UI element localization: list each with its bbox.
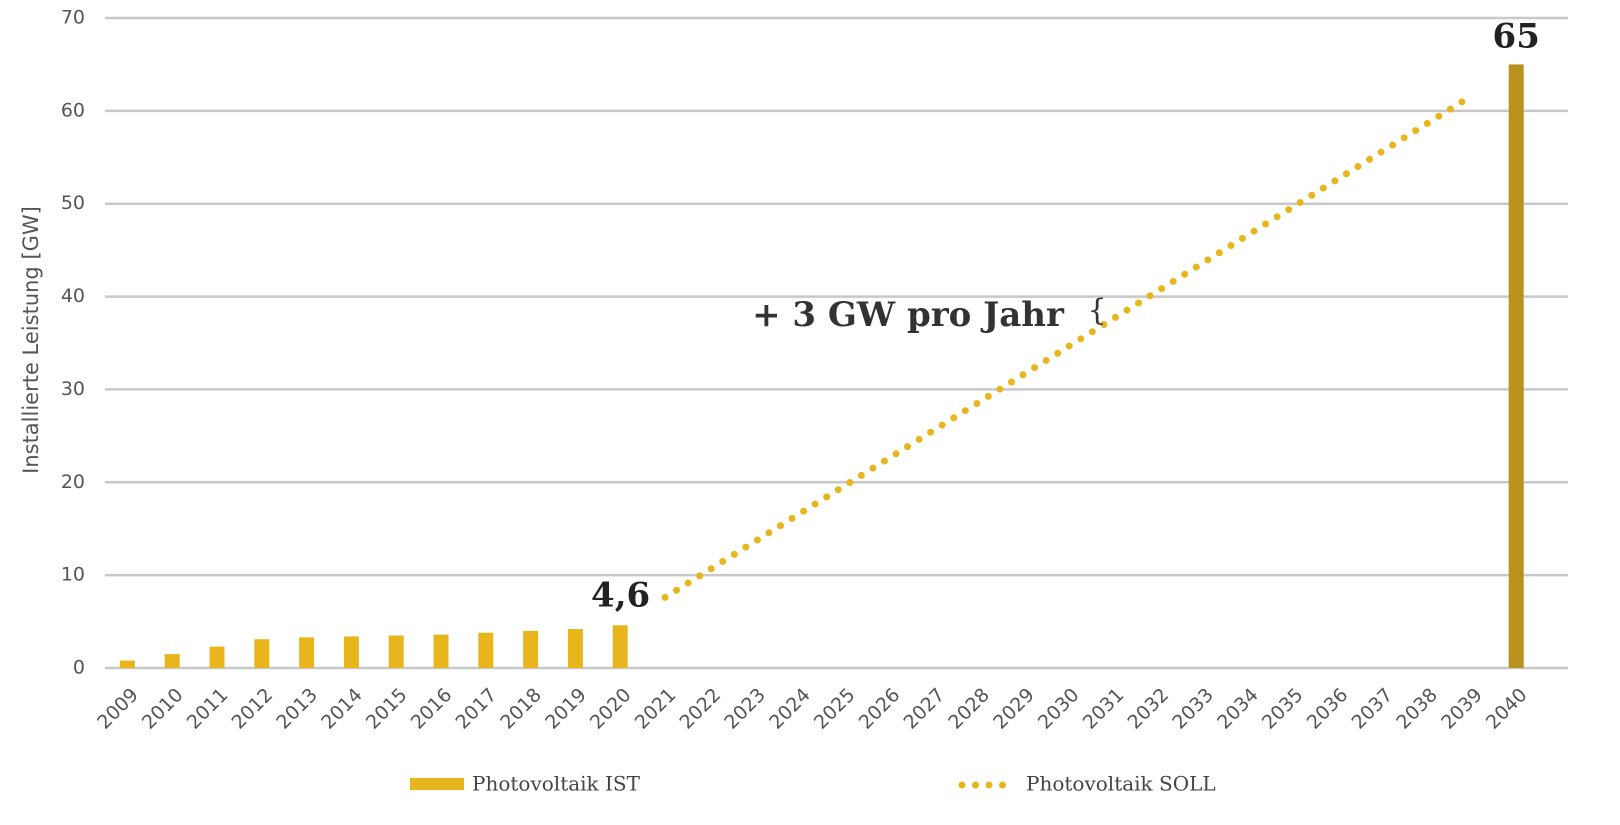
x-tick-label: 2019 — [541, 684, 591, 734]
y-tick-label: 0 — [73, 657, 85, 679]
x-tick-label: 2014 — [317, 684, 367, 734]
x-tick-label: 2013 — [272, 684, 322, 734]
bar — [119, 660, 135, 668]
x-tick-label: 2039 — [1437, 684, 1487, 734]
x-tick-label: 2025 — [810, 684, 860, 734]
x-tick-label: 2022 — [675, 684, 725, 734]
data-label: 4,6 — [591, 575, 650, 615]
x-tick-label: 2023 — [720, 684, 770, 734]
y-tick-label: 50 — [61, 192, 85, 214]
legend-label: Photovoltaik SOLL — [1026, 772, 1216, 796]
x-tick-label: 2024 — [765, 684, 815, 734]
bar — [388, 635, 404, 668]
y-tick-label: 70 — [61, 7, 85, 29]
bar — [209, 646, 225, 668]
bar — [1508, 64, 1524, 668]
bar — [478, 632, 494, 668]
x-tick-label: 2031 — [1079, 684, 1129, 734]
annotation: + 3 GW pro Jahr — [752, 295, 1065, 335]
y-tick-label: 60 — [61, 99, 85, 121]
x-tick-label: 2030 — [1034, 684, 1084, 734]
bar — [299, 637, 315, 668]
bar — [567, 629, 583, 668]
bar — [523, 630, 539, 668]
bar — [254, 639, 270, 668]
bar — [164, 654, 180, 668]
x-tick-label: 2012 — [227, 684, 277, 734]
dotted-line — [661, 92, 1475, 601]
y-tick-label: 30 — [61, 378, 85, 400]
x-tick-label: 2026 — [855, 684, 905, 734]
x-tick-label: 2016 — [407, 684, 457, 734]
bar — [343, 636, 359, 668]
x-tick-label: 2028 — [944, 684, 994, 734]
x-tick-label: 2020 — [586, 684, 636, 734]
x-tick-label: 2036 — [1303, 684, 1353, 734]
legend-label: Photovoltaik IST — [472, 772, 641, 796]
x-tick-label: 2018 — [496, 684, 546, 734]
annotation-brace: { — [1087, 293, 1106, 328]
x-tick-label: 2017 — [451, 684, 501, 734]
x-tick-label: 2015 — [362, 684, 412, 734]
x-tick-label: 2011 — [183, 684, 233, 734]
x-tick-label: 2035 — [1258, 684, 1308, 734]
y-tick-label: 20 — [61, 471, 85, 493]
data-label: 65 — [1493, 16, 1540, 56]
y-tick-label: 10 — [61, 564, 85, 586]
bar — [433, 634, 449, 668]
y-tick-label: 40 — [61, 285, 85, 307]
x-tick-label: 2009 — [93, 684, 143, 734]
x-tick-label: 2032 — [1123, 684, 1173, 734]
x-tick-label: 2010 — [138, 684, 188, 734]
y-axis-label: Installierte Leistung [GW] — [19, 206, 43, 474]
x-tick-label: 2029 — [989, 684, 1039, 734]
x-tick-label: 2037 — [1347, 684, 1397, 734]
x-tick-label: 2040 — [1482, 684, 1532, 734]
bar — [612, 625, 628, 668]
x-tick-label: 2027 — [899, 684, 949, 734]
x-tick-label: 2033 — [1168, 684, 1218, 734]
legend-swatch — [410, 778, 464, 790]
x-tick-label: 2038 — [1392, 684, 1442, 734]
x-tick-label: 2034 — [1213, 684, 1263, 734]
x-tick-label: 2021 — [631, 684, 681, 734]
